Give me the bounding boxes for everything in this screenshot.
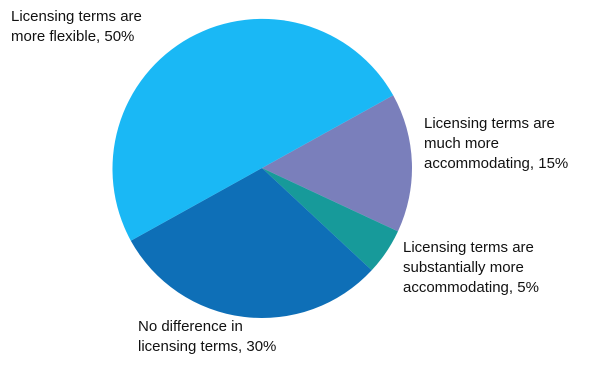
slice-label-1-line-1: Licensing terms are [424, 115, 555, 132]
slice-label-4-line-1: Licensing terms are [11, 8, 142, 25]
slice-label-1: Licensing terms are much more accommodatin… [424, 115, 568, 172]
pie-slice-4 [112, 18, 394, 241]
slice-label-2: Licensing terms are substantially more acc… [403, 239, 539, 296]
slice-label-2-line-1: Licensing terms are [403, 239, 534, 256]
slice-label-4-line-2: more flexible, 50% [11, 28, 134, 45]
slice-label-2-line-3: accommodating, 5% [403, 279, 539, 296]
slices-layer [112, 18, 412, 318]
pie-slice-2 [262, 168, 398, 271]
slice-label-4: Licensing terms are more flexible, 50% [11, 8, 142, 45]
slice-label-1-line-3: accommodating, 15% [424, 155, 568, 172]
slice-label-3-line-1: No difference in [138, 318, 243, 335]
pie-slice-3 [130, 168, 372, 318]
slice-label-1-line-2: much more [424, 135, 499, 152]
slice-label-3: No difference in licensing terms, 30% [138, 318, 276, 355]
labels-layer: Licensing terms are much more accommodatin… [11, 8, 568, 355]
slice-label-3-line-2: licensing terms, 30% [138, 338, 276, 355]
pie-slice-1 [262, 95, 412, 232]
slice-label-2-line-2: substantially more [403, 259, 524, 276]
